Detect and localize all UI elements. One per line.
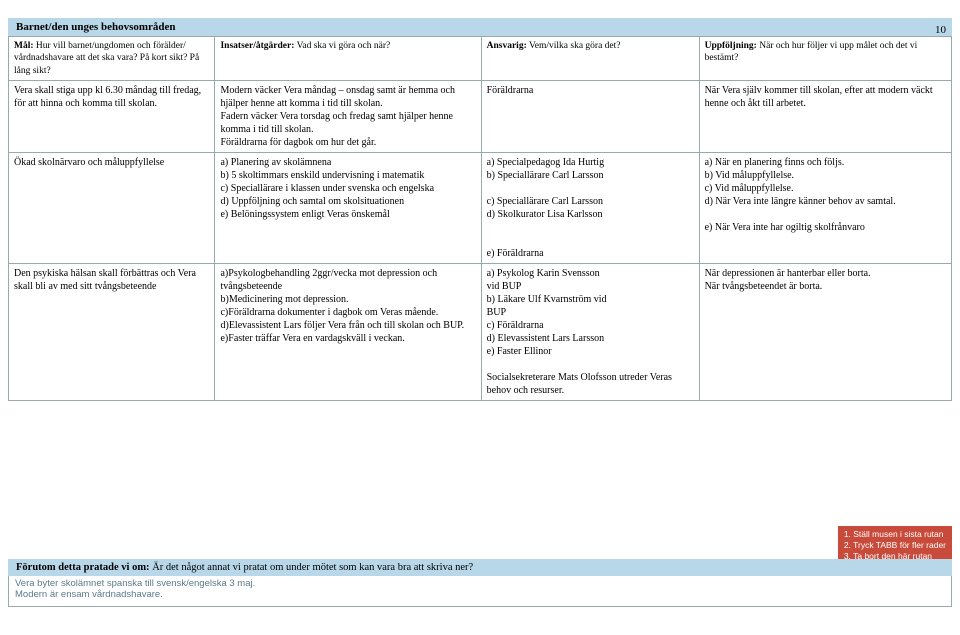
cell-responsible: Föräldrarna — [481, 81, 699, 153]
footer-header: Förutom detta pratade vi om: Är det någo… — [8, 559, 952, 576]
cell-actions: a) Planering av skolämnenab) 5 skoltimma… — [215, 153, 481, 264]
table-row: Ökad skolnärvaro och måluppfyllelse a) P… — [9, 153, 952, 264]
cell-goal: Den psykiska hälsan skall förbättras och… — [9, 264, 215, 401]
cell-followup: När Vera själv kommer till skolan, efter… — [699, 81, 951, 153]
cell-goal: Vera skall stiga upp kl 6.30 måndag till… — [9, 81, 215, 153]
hint-line: 1. Ställ musen i sista rutan — [844, 529, 946, 540]
table-row: Vera skall stiga upp kl 6.30 måndag till… — [9, 81, 952, 153]
header-cell-followup: Uppföljning: När och hur följer vi upp m… — [699, 37, 951, 81]
page-number: 10 — [935, 24, 946, 36]
footer-line: Modern är ensam vårdnadshavare. — [15, 589, 945, 600]
header-cell-responsible: Ansvarig: Vem/vilka ska göra det? — [481, 37, 699, 81]
cell-actions: a)Psykologbehandling 2ggr/vecka mot depr… — [215, 264, 481, 401]
hint-line: 2. Tryck TABB för fler rader — [844, 540, 946, 551]
footer-section: Förutom detta pratade vi om: Är det någo… — [8, 559, 952, 607]
cell-followup: När depressionen är hanterbar eller bort… — [699, 264, 951, 401]
header-cell-actions: Insatser/åtgärder: Vad ska vi göra och n… — [215, 37, 481, 81]
cell-followup: a) När en planering finns och följs.b) V… — [699, 153, 951, 264]
footer-lines: Vera byter skolämnet spanska till svensk… — [8, 576, 952, 607]
cell-responsible: a) Psykolog Karin Svensson vid BUPb) Läk… — [481, 264, 699, 401]
table-row: Den psykiska hälsan skall förbättras och… — [9, 264, 952, 401]
footer-title-bold: Förutom detta pratade vi om: — [16, 562, 150, 573]
cell-actions: Modern väcker Vera måndag – onsdag samt … — [215, 81, 481, 153]
footer-title-rest: Är det något annat vi pratat om under mö… — [150, 562, 474, 573]
main-table: Mål: Hur vill barnet/ungdomen och föräld… — [8, 36, 952, 401]
header-cell-goal: Mål: Hur vill barnet/ungdomen och föräld… — [9, 37, 215, 81]
cell-responsible: a) Specialpedagog Ida Hurtigb) Speciallä… — [481, 153, 699, 264]
table-header-row: Mål: Hur vill barnet/ungdomen och föräld… — [9, 37, 952, 81]
cell-goal: Ökad skolnärvaro och måluppfyllelse — [9, 153, 215, 264]
section-header: Barnet/den unges behovsområden — [8, 18, 952, 36]
footer-line: Vera byter skolämnet spanska till svensk… — [15, 578, 945, 589]
